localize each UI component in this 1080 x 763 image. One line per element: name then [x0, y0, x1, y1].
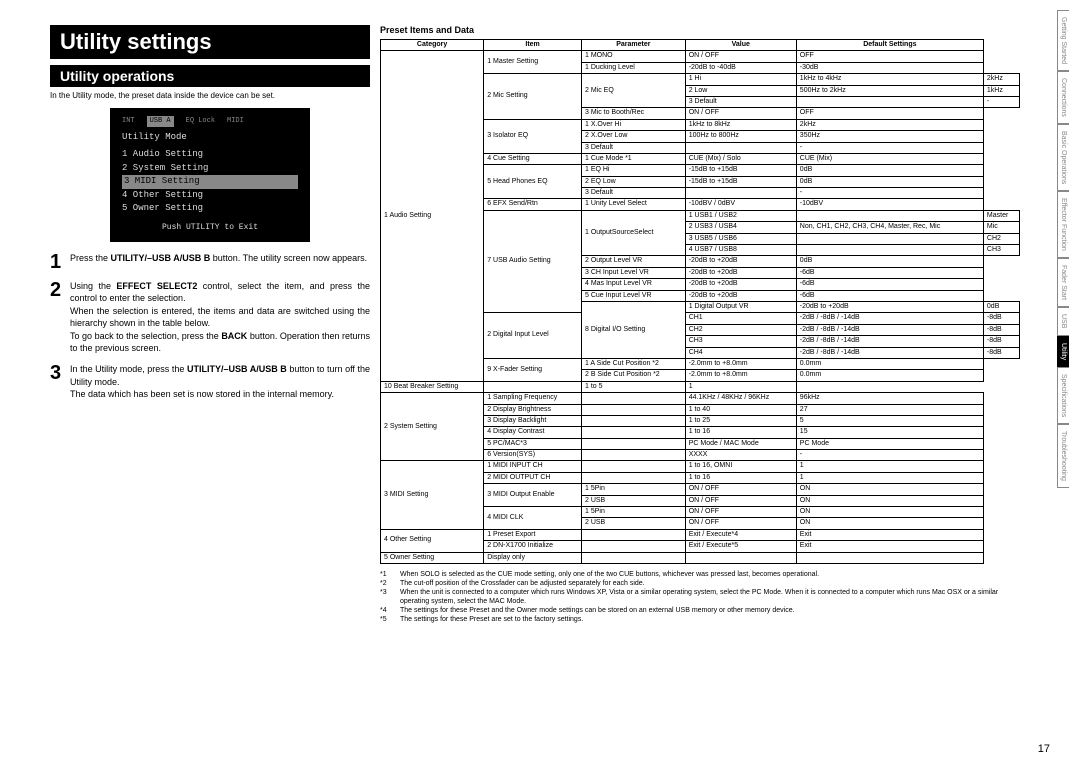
- side-tab[interactable]: Specifications: [1057, 367, 1069, 424]
- side-tab[interactable]: USB: [1057, 307, 1069, 335]
- side-tab[interactable]: Troubleshooting: [1057, 424, 1069, 488]
- side-tab[interactable]: Utility: [1057, 336, 1069, 367]
- intro-text: In the Utility mode, the preset data ins…: [50, 91, 370, 100]
- side-tab[interactable]: Connections: [1057, 71, 1069, 124]
- lcd-mock: INTUSB AEQ LockMIDI Utility Mode 1 Audio…: [110, 108, 310, 242]
- section-subtitle: Utility operations: [50, 65, 370, 87]
- page-number: 17: [1038, 743, 1050, 755]
- side-tab[interactable]: Effector Function: [1057, 191, 1069, 258]
- side-tab[interactable]: Fader Start: [1057, 258, 1069, 307]
- preset-table: CategoryItemParameterValueDefault Settin…: [380, 39, 1020, 564]
- side-tab[interactable]: Basic Operations: [1057, 124, 1069, 191]
- side-tab[interactable]: Getting Started: [1057, 10, 1069, 71]
- side-tabs: Getting StartedConnectionsBasic Operatio…: [1057, 10, 1080, 488]
- page-title: Utility settings: [50, 25, 370, 59]
- footnotes: *1When SOLO is selected as the CUE mode …: [380, 570, 1020, 625]
- steps-list: 1Press the UTILITY/–USB A/USB B button. …: [50, 252, 370, 401]
- table-title: Preset Items and Data: [380, 25, 1020, 35]
